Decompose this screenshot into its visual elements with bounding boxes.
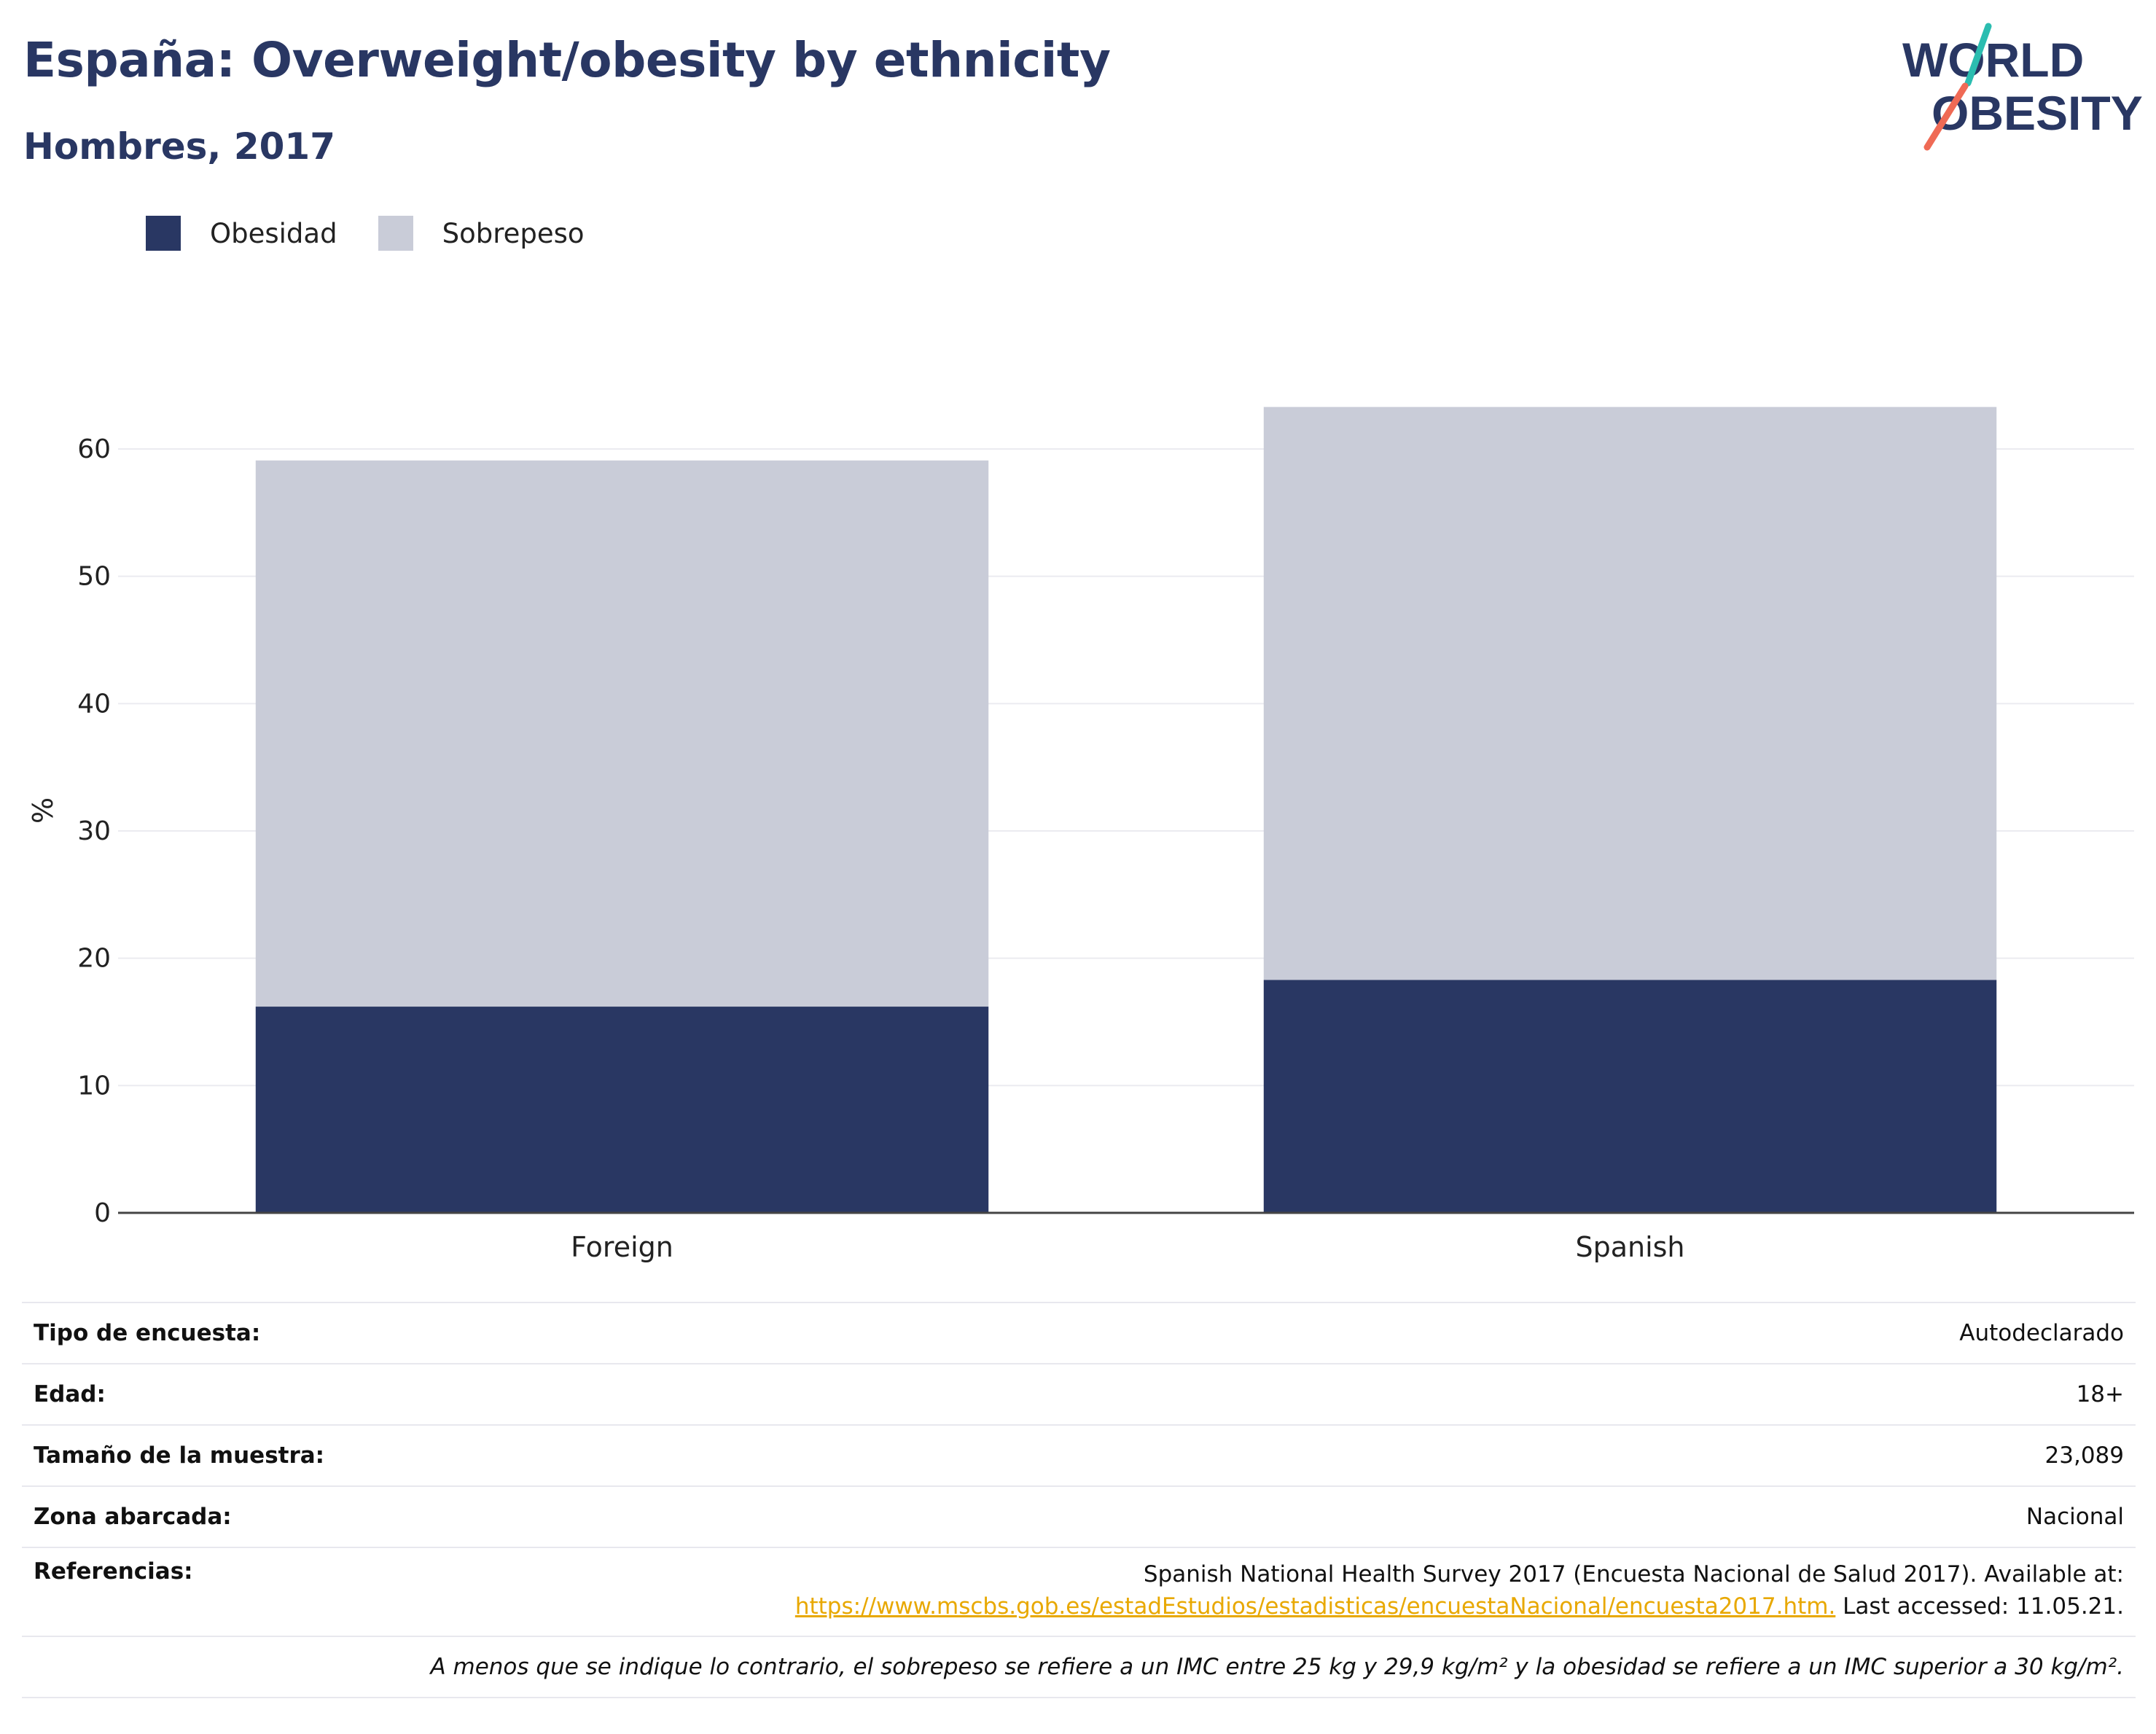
y-tick-label: 50: [77, 562, 111, 592]
info-row-edad: Edad: 18+: [22, 1363, 2136, 1424]
chart-subtitle: Hombres, 2017: [23, 125, 335, 168]
y-tick-label: 40: [77, 689, 111, 719]
legend-swatch-sobrepeso: [378, 216, 413, 251]
legend-item-obesidad[interactable]: Obesidad: [146, 216, 337, 251]
info-row-tipo: Tipo de encuesta: Autodeclarado: [22, 1302, 2136, 1363]
info-label: Referencias:: [34, 1558, 193, 1585]
y-tick-label: 20: [77, 944, 111, 974]
logo-word-obesity: OBESITY: [1932, 86, 2143, 140]
y-tick-label: 10: [77, 1071, 111, 1101]
info-row-referencias: Referencias: Spanish National Health Sur…: [22, 1547, 2136, 1636]
references-text: Spanish National Health Survey 2017 (Enc…: [795, 1558, 2136, 1622]
references-line1: Spanish National Health Survey 2017 (Enc…: [1143, 1561, 2124, 1587]
info-row-muestra: Tamaño de la muestra: 23,089: [22, 1424, 2136, 1485]
x-tick-label: Foreign: [571, 1231, 673, 1263]
legend-label-sobrepeso: Sobrepeso: [442, 217, 585, 249]
bar-sobrepeso-foreign: [255, 460, 989, 1007]
logo-word-world: WORLD: [1902, 33, 2084, 87]
info-label: Zona abarcada:: [34, 1504, 232, 1530]
chart-title: España: Overweight/obesity by ethnicity: [23, 32, 1111, 88]
legend-label-obesidad: Obesidad: [210, 217, 337, 249]
chart-legend: Obesidad Sobrepeso: [146, 216, 625, 251]
y-tick-label: 0: [94, 1198, 111, 1228]
logo-slash-teal: [1964, 23, 1992, 87]
info-label: Tipo de encuesta:: [34, 1320, 261, 1346]
info-row-zona: Zona abarcada: Nacional: [22, 1485, 2136, 1547]
bar-chart: 0 10 20 30 40 50 60% Foreign Spanish: [27, 407, 2134, 1263]
survey-info-table: Tipo de encuesta: Autodeclarado Edad: 18…: [22, 1302, 2136, 1698]
world-obesity-logo: WORLD OBESITY: [1902, 23, 2143, 151]
info-label: Tamaño de la muestra:: [34, 1442, 325, 1469]
y-tick-label: 30: [77, 816, 111, 846]
info-value: Autodeclarado: [1959, 1320, 2124, 1346]
y-tick-label: 60: [77, 434, 111, 464]
info-label: Edad:: [34, 1381, 106, 1407]
info-value: 18+: [2076, 1381, 2124, 1407]
references-accessed: Last accessed: 11.05.21.: [1835, 1593, 2124, 1620]
legend-swatch-obesidad: [146, 216, 181, 251]
info-value: Nacional: [2026, 1504, 2124, 1530]
info-value: 23,089: [2044, 1442, 2124, 1469]
bar-obesidad-spanish: [1263, 980, 1997, 1213]
x-tick-label: Spanish: [1575, 1231, 1684, 1263]
y-axis-label: %: [27, 797, 59, 824]
logo-slash-coral: [1923, 82, 1969, 151]
definition-note: A menos que se indique lo contrario, el …: [22, 1636, 2136, 1698]
bar-sobrepeso-spanish: [1263, 407, 1997, 980]
references-link[interactable]: https://www.mscbs.gob.es/estadEstudios/e…: [794, 1593, 1836, 1620]
bar-obesidad-foreign: [255, 1007, 989, 1213]
legend-item-sobrepeso[interactable]: Sobrepeso: [378, 216, 585, 251]
